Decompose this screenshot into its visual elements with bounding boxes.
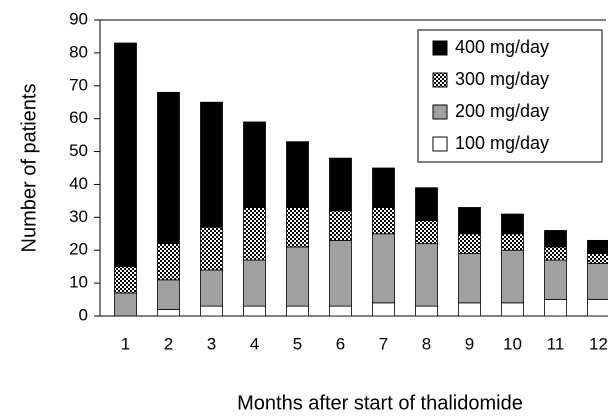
bar-segment [200,226,223,271]
y-tick-label: 60 [69,108,88,127]
bar-segment [157,279,180,310]
bar-segment [501,233,524,251]
bar-segment [415,305,438,317]
bar-segment [286,246,309,307]
y-tick-label: 70 [69,75,88,94]
bar-segment [415,243,438,307]
legend-swatch [432,136,448,152]
bar-segment [372,302,395,317]
y-tick-label: 0 [79,305,88,324]
x-tick-label: 3 [207,334,216,353]
legend-label: 100 mg/day [455,133,549,153]
x-tick-label: 5 [293,334,302,353]
bar-segment [458,253,481,304]
bar-segment [243,259,266,307]
bar-segment [587,253,608,264]
bar-segment [157,91,180,245]
bar-segment [114,266,137,294]
y-tick-label: 90 [69,9,88,28]
legend-swatch [432,104,448,120]
bar-segment [243,305,266,317]
bar-segment [372,167,395,208]
bar-segment [200,305,223,317]
y-tick-label: 30 [69,207,88,226]
bar-segment [286,305,309,317]
legend-label: 200 mg/day [455,101,549,121]
bar-segment [544,259,567,300]
legend-label: 400 mg/day [455,37,549,57]
bar-segment [200,269,223,307]
bar-segment [587,239,608,254]
bar-segment [458,207,481,235]
x-tick-label: 6 [336,334,345,353]
y-tick-label: 80 [69,42,88,61]
bar-segment [329,157,352,212]
bar-segment [243,121,266,208]
bar-segment [372,233,395,304]
y-axis-title: Number of patients [18,84,40,253]
bar-segment [286,141,309,208]
x-tick-label: 9 [465,334,474,353]
bar-segment [372,207,395,235]
bar-segment [501,213,524,235]
bar-segment [329,210,352,241]
legend-box [417,29,603,163]
bar-segment [415,187,438,222]
bar-segment [501,302,524,317]
y-tick-label: 20 [69,240,88,259]
bar-segment [544,230,567,248]
bar-segment [157,243,180,281]
x-tick-label: 2 [164,334,173,353]
bar-segment [501,249,524,304]
bar-segment [286,207,309,248]
bar-segment [200,101,223,228]
bar-segment [458,302,481,317]
bar-segment [114,292,137,317]
x-axis-title: Months after start of thalidomide [237,392,523,414]
x-tick-label: 7 [379,334,388,353]
bar-segment [114,42,137,268]
x-tick-label: 12 [589,334,608,353]
bar-segment [544,299,567,317]
bar-segment [329,305,352,317]
bar-segment [587,262,608,300]
bar-segment [243,207,266,261]
legend-label: 300 mg/day [455,69,549,89]
x-tick-label: 8 [422,334,431,353]
bar-segment [157,309,180,317]
bar-segment [458,233,481,254]
bar-segment [587,299,608,317]
legend-swatch [432,72,448,88]
y-tick-label: 10 [69,273,88,292]
y-tick-label: 50 [69,141,88,160]
bar-segment [544,246,567,261]
x-tick-label: 1 [121,334,130,353]
x-tick-label: 4 [250,334,259,353]
bar-segment [415,220,438,245]
x-tick-label: 11 [547,334,565,353]
bar-segment [329,239,352,307]
legend-swatch [432,40,448,56]
y-tick-label: 40 [69,174,88,193]
x-tick-label: 10 [503,334,522,353]
